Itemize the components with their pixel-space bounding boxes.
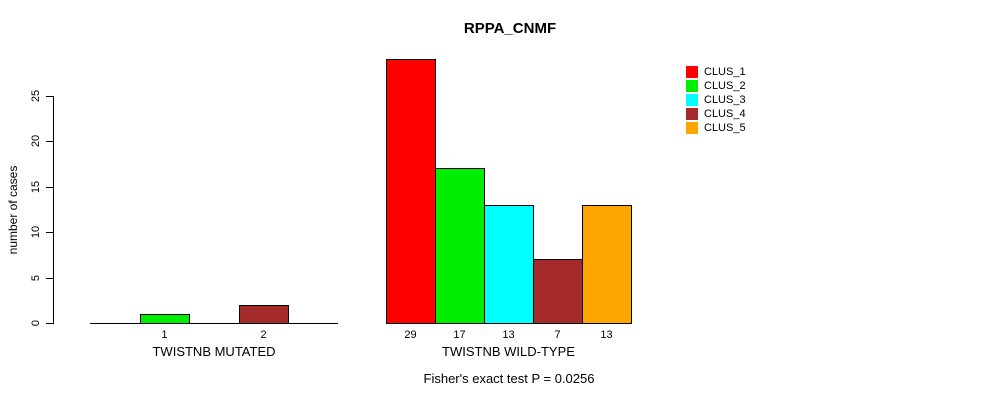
y-tick <box>46 323 53 324</box>
bar-count-label: 1 <box>161 329 168 341</box>
legend-label: CLUS_1 <box>704 65 746 78</box>
bar-count-label: 29 <box>404 329 417 341</box>
legend-item-clus_2: CLUS_2 <box>686 79 746 92</box>
y-tick-label: 15 <box>30 180 42 193</box>
legend: CLUS_1 CLUS_2 CLUS_3 CLUS_4 CLUS_5 <box>686 65 746 135</box>
y-tick <box>46 232 53 233</box>
y-tick-label: 20 <box>30 134 42 148</box>
legend-item-clus_1: CLUS_1 <box>686 65 746 78</box>
y-tick-label: 10 <box>30 225 42 239</box>
legend-swatch <box>686 65 698 78</box>
y-tick <box>46 141 53 142</box>
legend-swatch <box>686 79 698 92</box>
legend-swatch <box>686 107 698 120</box>
bar-clus_2 <box>139 314 191 324</box>
bar-count-label: 13 <box>600 329 613 341</box>
group-baseline <box>90 323 338 324</box>
legend-item-clus_3: CLUS_3 <box>686 93 746 106</box>
y-tick-label: 25 <box>30 89 42 102</box>
y-tick <box>46 95 53 97</box>
bar-clus_5 <box>582 205 632 324</box>
bar-clus_1 <box>386 59 436 324</box>
legend-label: CLUS_5 <box>704 121 746 134</box>
chart-title: RPPA_CNMF <box>463 20 557 37</box>
legend-item-clus_5: CLUS_5 <box>686 121 746 134</box>
legend-swatch <box>686 93 698 106</box>
bar-count-label: 17 <box>453 329 466 341</box>
bar-count-label: 13 <box>502 329 515 341</box>
y-tick <box>46 186 53 188</box>
legend-label: CLUS_3 <box>704 93 746 106</box>
legend-label: CLUS_4 <box>704 107 746 120</box>
bar-clus_4 <box>533 259 583 324</box>
bar-clus_3 <box>484 205 534 324</box>
legend-item-clus_4: CLUS_4 <box>686 107 746 120</box>
legend-swatch <box>686 121 698 134</box>
group-axis-label: TWISTNB WILD-TYPE <box>442 344 575 359</box>
bar-count-label: 2 <box>260 329 267 341</box>
bar-clus_2 <box>435 168 485 324</box>
group-axis-label: TWISTNB MUTATED <box>152 344 276 359</box>
y-tick-label: 0 <box>30 319 42 327</box>
y-axis-line <box>53 95 54 324</box>
legend-label: CLUS_2 <box>704 79 746 92</box>
y-tick-label: 5 <box>30 274 42 281</box>
fisher-test-footnote: Fisher's exact test P = 0.0256 <box>423 371 595 386</box>
y-tick <box>46 277 53 279</box>
y-axis-label: number of cases <box>6 165 20 255</box>
bar-count-label: 7 <box>554 329 561 341</box>
bar-clus_4 <box>238 305 290 324</box>
